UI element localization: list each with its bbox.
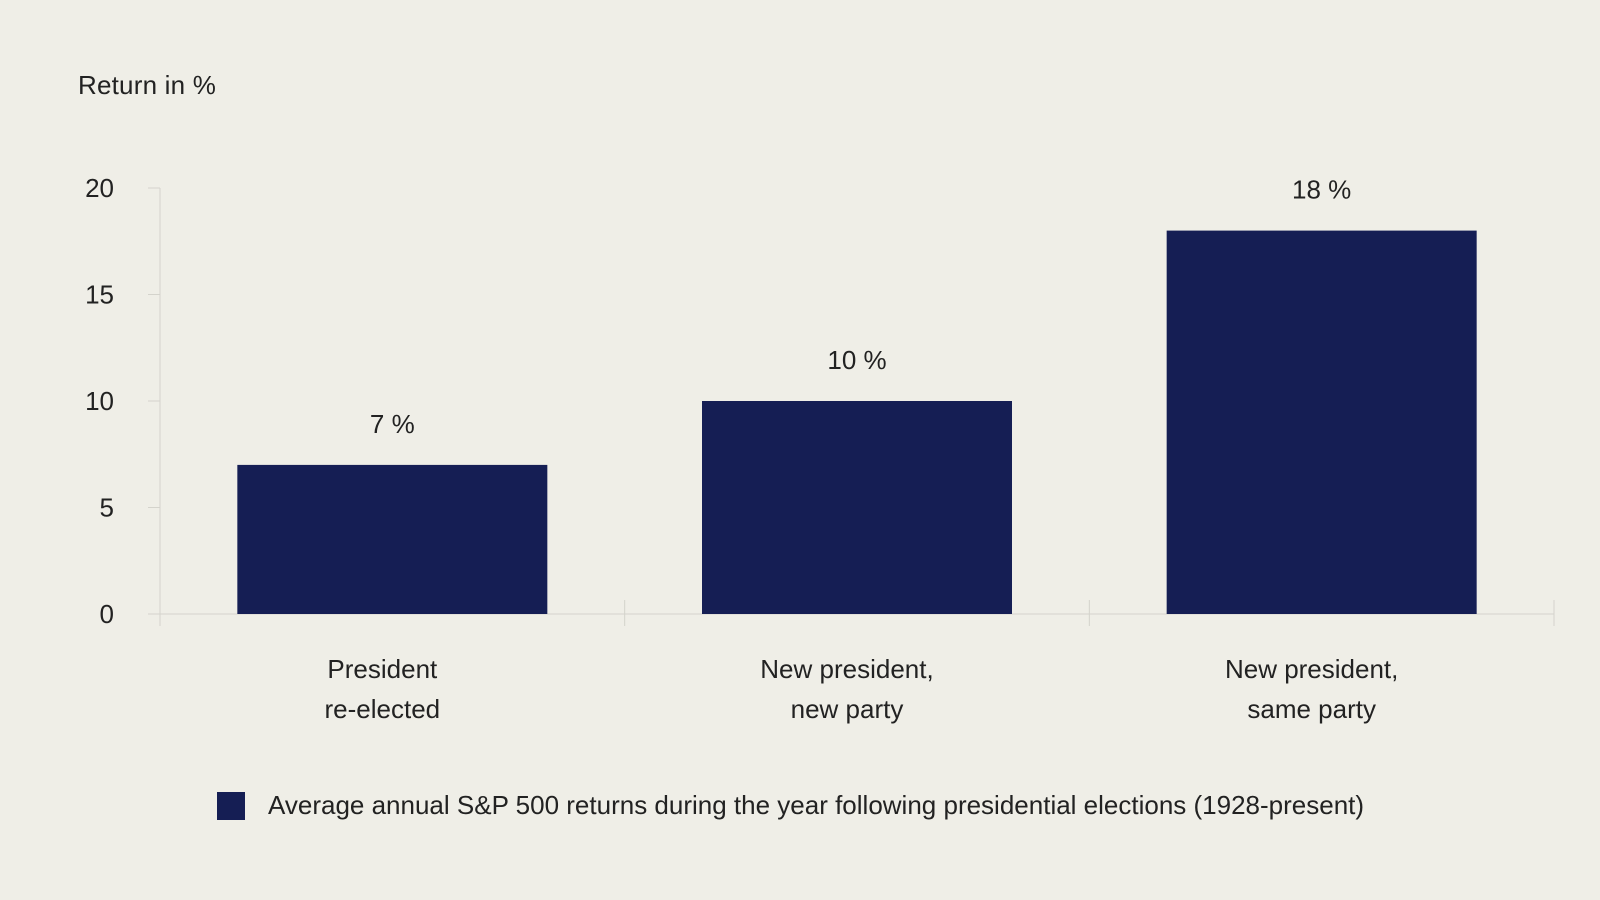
- y-tick-label: 15: [85, 280, 114, 310]
- bar: [1166, 230, 1477, 614]
- y-tick-label: 10: [85, 386, 114, 416]
- y-axis-title: Return in %: [78, 70, 217, 100]
- data-label: 7 %: [370, 409, 415, 439]
- legend-swatch: [217, 791, 245, 820]
- y-tick-label: 0: [100, 599, 114, 629]
- bar: [237, 464, 548, 614]
- y-tick-label: 20: [85, 173, 114, 203]
- x-tick-label: New president,: [760, 654, 933, 684]
- x-tick-label: new party: [791, 694, 904, 724]
- y-tick-label: 5: [100, 493, 114, 523]
- x-tick-label: re-elected: [325, 694, 441, 724]
- x-tick-label: same party: [1247, 694, 1376, 724]
- bar: [702, 401, 1012, 614]
- x-tick-label: President: [327, 654, 438, 684]
- data-label: 18 %: [1292, 175, 1351, 205]
- legend: Average annual S&P 500 returns during th…: [217, 790, 1364, 821]
- data-label: 10 %: [827, 345, 886, 375]
- legend-label: Average annual S&P 500 returns during th…: [268, 790, 1365, 820]
- x-tick-label: New president,: [1225, 654, 1398, 684]
